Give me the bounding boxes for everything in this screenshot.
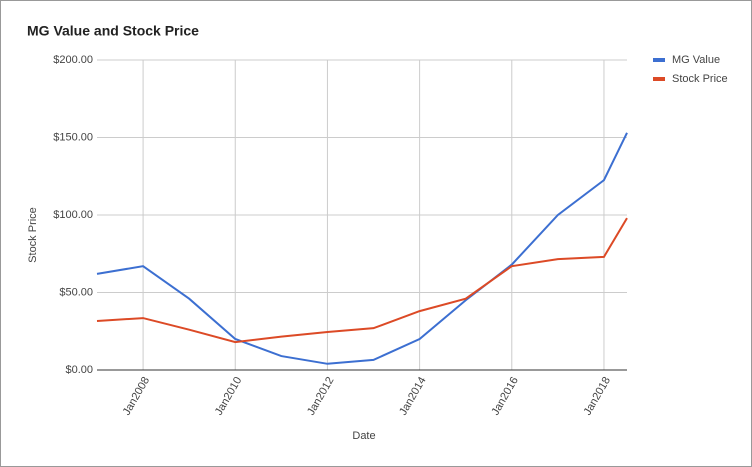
data-line <box>96 132 628 365</box>
y-tick-label: $50.00 <box>59 286 93 298</box>
y-tick-label: $200.00 <box>53 54 93 66</box>
chart-title: MG Value and Stock Price <box>27 23 199 39</box>
x-axis-title: Date <box>352 430 375 442</box>
y-tick-label: $100.00 <box>53 209 93 221</box>
y-tick-label: $150.00 <box>53 131 93 143</box>
legend-label: Stock Price <box>672 73 728 85</box>
y-tick-label: $0.00 <box>65 364 93 376</box>
y-axis-title: Stock Price <box>27 207 39 263</box>
legend-label: MG Value <box>672 54 720 66</box>
data-line <box>96 217 628 344</box>
